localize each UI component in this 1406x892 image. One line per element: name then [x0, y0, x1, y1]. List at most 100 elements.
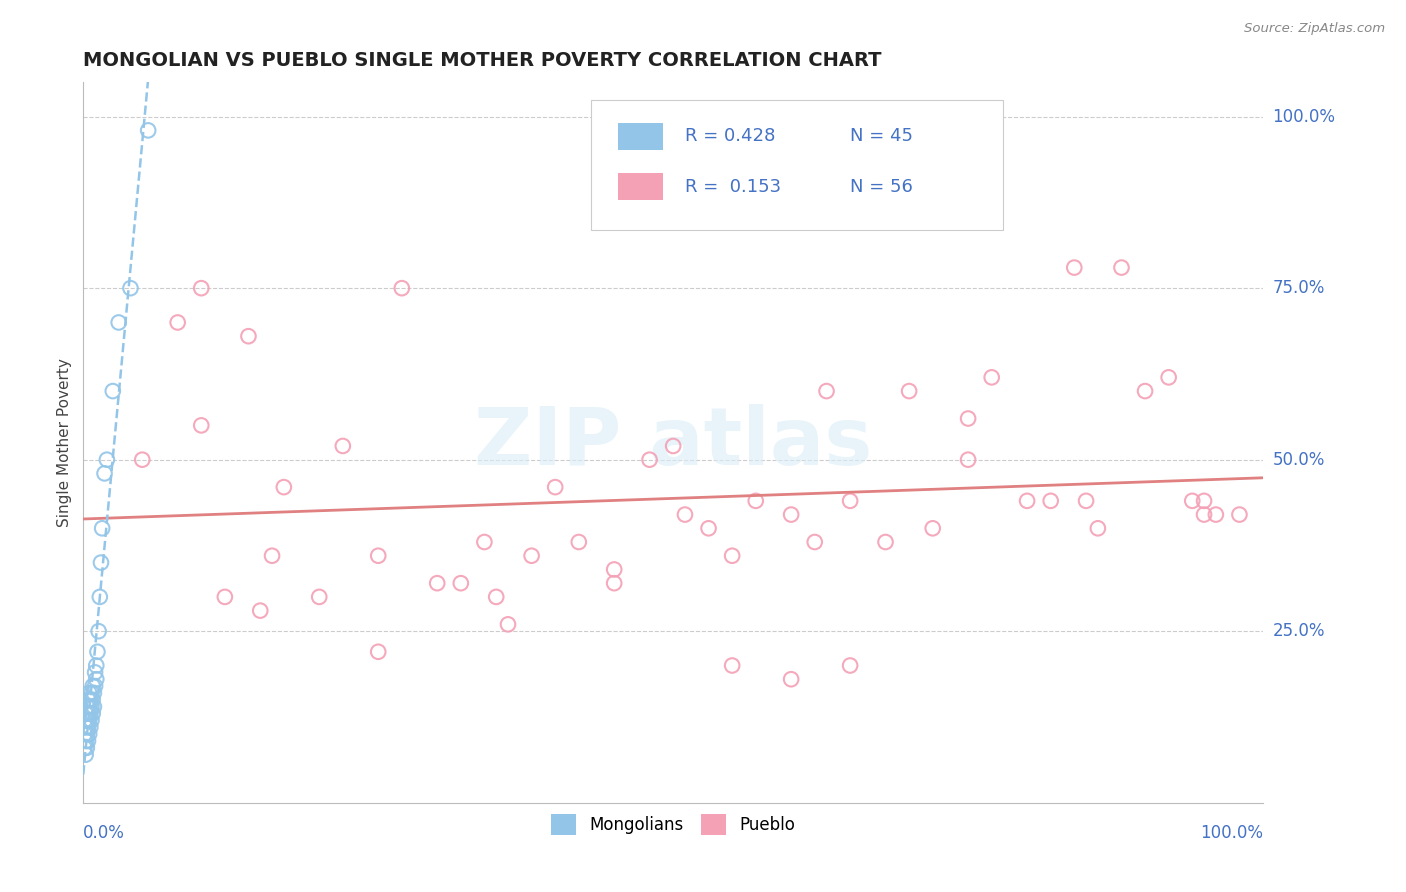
Text: 100.0%: 100.0%	[1272, 108, 1336, 126]
Point	[190, 281, 212, 295]
Point	[79, 706, 101, 721]
Point	[260, 549, 283, 563]
Text: 100.0%: 100.0%	[1201, 824, 1263, 842]
Text: N = 45: N = 45	[851, 128, 912, 145]
Point	[77, 706, 100, 721]
Point	[77, 727, 100, 741]
Text: 25.0%: 25.0%	[1272, 623, 1324, 640]
Point	[603, 562, 626, 576]
Point	[131, 452, 153, 467]
Point	[73, 727, 96, 741]
Point	[76, 714, 98, 728]
Point	[80, 699, 103, 714]
Point	[76, 699, 98, 714]
Point	[273, 480, 295, 494]
Point	[898, 384, 921, 398]
Point	[80, 686, 103, 700]
Point	[1229, 508, 1251, 522]
Point	[673, 508, 696, 522]
Point	[93, 467, 115, 481]
Point	[638, 452, 661, 467]
Point	[75, 734, 97, 748]
Point	[136, 123, 159, 137]
Point	[1063, 260, 1085, 275]
Point	[120, 281, 142, 295]
Point	[107, 316, 129, 330]
Text: 50.0%: 50.0%	[1272, 450, 1324, 468]
Point	[367, 549, 389, 563]
Text: MONGOLIAN VS PUEBLO SINGLE MOTHER POVERTY CORRELATION CHART: MONGOLIAN VS PUEBLO SINGLE MOTHER POVERT…	[83, 51, 882, 70]
Text: R =  0.153: R = 0.153	[685, 178, 782, 196]
Point	[957, 452, 980, 467]
Point	[87, 624, 110, 639]
Point	[77, 686, 100, 700]
Point	[75, 747, 97, 762]
Point	[76, 727, 98, 741]
Point	[1192, 508, 1215, 522]
Y-axis label: Single Mother Poverty: Single Mother Poverty	[58, 358, 72, 527]
Bar	[617, 173, 662, 201]
Point	[391, 281, 413, 295]
Point	[603, 576, 626, 591]
Point	[89, 590, 111, 604]
FancyBboxPatch shape	[591, 101, 1004, 230]
Text: 75.0%: 75.0%	[1272, 279, 1324, 297]
Point	[745, 493, 768, 508]
Point	[82, 693, 104, 707]
Point	[839, 493, 862, 508]
Point	[426, 576, 449, 591]
Point	[75, 720, 97, 734]
Point	[84, 679, 107, 693]
Point	[96, 452, 118, 467]
Point	[73, 740, 96, 755]
Point	[73, 714, 96, 728]
Point	[957, 411, 980, 425]
Point	[780, 672, 803, 686]
Point	[90, 556, 112, 570]
Text: R = 0.428: R = 0.428	[685, 128, 775, 145]
Point	[721, 658, 744, 673]
Point	[77, 699, 100, 714]
Point	[980, 370, 1002, 384]
Point	[101, 384, 124, 398]
Point	[83, 686, 105, 700]
Text: N = 56: N = 56	[851, 178, 912, 196]
Point	[76, 740, 98, 755]
Text: 0.0%: 0.0%	[83, 824, 125, 842]
Point	[568, 535, 591, 549]
Point	[1205, 508, 1227, 522]
Point	[697, 521, 720, 535]
Point	[803, 535, 825, 549]
Point	[308, 590, 330, 604]
Point	[1157, 370, 1180, 384]
Point	[1133, 384, 1156, 398]
Point	[815, 384, 838, 398]
Point	[190, 418, 212, 433]
Point	[520, 549, 543, 563]
Point	[1111, 260, 1133, 275]
Point	[166, 316, 188, 330]
Point	[367, 645, 389, 659]
Point	[332, 439, 354, 453]
Point	[721, 549, 744, 563]
Point	[474, 535, 496, 549]
Point	[662, 439, 685, 453]
Point	[249, 604, 271, 618]
Point	[238, 329, 260, 343]
Point	[84, 665, 107, 680]
Point	[544, 480, 567, 494]
Point	[86, 645, 108, 659]
Point	[79, 720, 101, 734]
Point	[450, 576, 472, 591]
Point	[485, 590, 508, 604]
Point	[82, 706, 104, 721]
Point	[214, 590, 236, 604]
Point	[1192, 493, 1215, 508]
Point	[84, 658, 107, 673]
Point	[79, 693, 101, 707]
Point	[1039, 493, 1062, 508]
Point	[1074, 493, 1097, 508]
Point	[1087, 521, 1109, 535]
Point	[91, 521, 114, 535]
Bar	[617, 123, 662, 150]
